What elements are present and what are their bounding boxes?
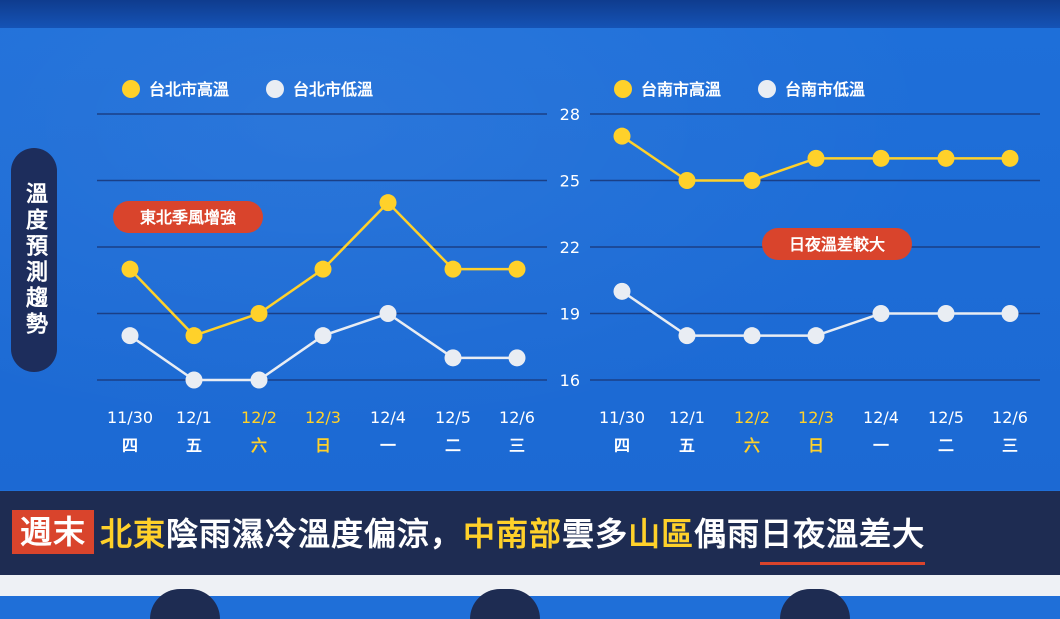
- x-tick-date: 12/3: [798, 408, 834, 427]
- headline: 週末 北東 陰雨濕冷溫度偏涼， 中南部 雲多 山區 偶雨 日夜溫差大: [12, 509, 926, 565]
- footer-shape: [470, 589, 540, 619]
- data-point: [613, 282, 631, 300]
- x-tick-date: 12/1: [176, 408, 212, 427]
- footer-shape: [150, 589, 220, 619]
- headline-north-desc: 陰雨濕冷溫度偏涼，: [166, 515, 464, 553]
- footer-strip: [0, 575, 1060, 619]
- legend-label: 台南市高溫: [641, 80, 721, 99]
- headline-diurnal: 日夜溫差大: [760, 509, 926, 565]
- x-tick-weekday: 五: [186, 436, 202, 455]
- headline-region-south: 中南部: [463, 515, 563, 553]
- data-point: [314, 260, 332, 278]
- y-tick-label: 16: [560, 371, 580, 390]
- x-tick-date: 12/6: [499, 408, 535, 427]
- data-point: [185, 327, 203, 345]
- data-point: [379, 194, 397, 212]
- legend-label: 台南市低溫: [785, 80, 865, 99]
- x-tick-date: 12/2: [734, 408, 770, 427]
- x-tick-weekday: 一: [380, 436, 396, 455]
- data-point: [508, 260, 526, 278]
- data-point: [508, 349, 526, 367]
- data-point: [314, 327, 332, 345]
- x-tick-weekday: 三: [1002, 436, 1018, 455]
- x-tick-weekday: 日: [315, 436, 331, 455]
- x-tick-weekday: 二: [445, 436, 461, 455]
- x-tick-date: 12/6: [992, 408, 1028, 427]
- data-point: [937, 305, 955, 322]
- x-tick-weekday: 三: [509, 436, 525, 455]
- x-tick-date: 12/4: [863, 408, 899, 427]
- x-tick-date: 12/5: [928, 408, 964, 427]
- data-point: [1001, 305, 1019, 322]
- y-tick-label: 28: [560, 105, 580, 124]
- x-tick-weekday: 六: [744, 436, 760, 455]
- side-label: 溫度預測趨勢: [11, 148, 57, 372]
- legend-marker: [758, 80, 776, 98]
- headline-mountain: 山區: [628, 515, 695, 553]
- data-point: [872, 305, 890, 322]
- series-line: [129, 312, 517, 382]
- headline-mountain-desc: 偶雨: [694, 515, 761, 553]
- top-band: [0, 0, 1060, 28]
- x-tick-date: 11/30: [599, 408, 645, 427]
- data-point: [444, 260, 462, 278]
- data-point: [678, 327, 696, 345]
- y-tick-label: 19: [560, 305, 580, 324]
- x-tick-date: 12/1: [669, 408, 705, 427]
- data-point: [937, 149, 955, 167]
- x-tick-weekday: 四: [614, 436, 630, 455]
- data-point: [743, 172, 761, 189]
- data-point: [1001, 149, 1019, 167]
- legend-marker: [122, 80, 140, 98]
- data-point: [379, 305, 397, 322]
- legend-label: 台北市高溫: [149, 80, 229, 99]
- legend-marker: [614, 80, 632, 98]
- x-tick-date: 12/2: [241, 408, 277, 427]
- data-point: [121, 327, 139, 345]
- data-point: [613, 127, 631, 145]
- y-tick-label: 25: [560, 172, 580, 191]
- data-point: [444, 349, 462, 367]
- headline-bar: [0, 491, 1060, 575]
- y-tick-label: 22: [560, 238, 580, 257]
- x-tick-weekday: 一: [873, 436, 889, 455]
- legend-label: 台北市低溫: [293, 80, 373, 99]
- x-tick-weekday: 日: [808, 436, 824, 455]
- annotation-badge: [113, 201, 263, 233]
- x-tick-weekday: 二: [938, 436, 954, 455]
- data-point: [250, 371, 268, 389]
- x-tick-date: 12/5: [435, 408, 471, 427]
- headline-tag: 週末: [12, 510, 95, 554]
- annotation-text: 日夜溫差較大: [789, 235, 885, 254]
- data-point: [250, 305, 268, 322]
- data-point: [807, 149, 825, 167]
- x-tick-weekday: 四: [122, 436, 138, 455]
- x-tick-date: 12/4: [370, 408, 406, 427]
- data-point: [185, 371, 203, 389]
- headline-region-north: 北東: [100, 515, 167, 553]
- annotation-text: 東北季風增強: [140, 208, 236, 227]
- side-label-text: 溫度預測趨勢: [22, 182, 47, 338]
- data-point: [678, 172, 696, 189]
- data-point: [743, 327, 761, 345]
- data-point: [807, 327, 825, 345]
- headline-south-desc: 雲多: [562, 515, 629, 553]
- legend-marker: [266, 80, 284, 98]
- annotation-badge: [762, 228, 912, 260]
- data-point: [121, 260, 139, 278]
- data-point: [872, 149, 890, 167]
- x-tick-date: 11/30: [107, 408, 153, 427]
- x-tick-date: 12/3: [305, 408, 341, 427]
- x-tick-weekday: 五: [679, 436, 695, 455]
- x-tick-weekday: 六: [251, 436, 267, 455]
- footer-shape: [780, 589, 850, 619]
